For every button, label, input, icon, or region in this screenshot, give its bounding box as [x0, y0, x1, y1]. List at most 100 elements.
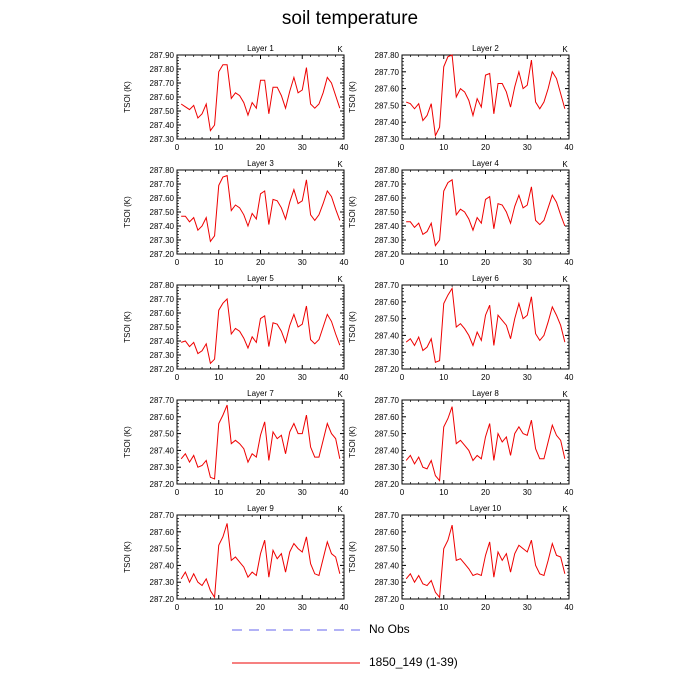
y-tick-label: 287.60: [150, 93, 175, 102]
x-tick-label: 20: [481, 258, 490, 267]
y-tick-label: 287.60: [150, 194, 175, 203]
y-tick-label: 287.20: [150, 250, 175, 259]
x-tick-label: 10: [214, 488, 223, 497]
x-tick-label: 30: [298, 373, 307, 382]
panel-title: Layer 5: [247, 274, 274, 283]
units-label: K: [337, 45, 343, 54]
y-tick-label: 287.30: [375, 348, 400, 357]
panel-title: Layer 1: [247, 44, 274, 53]
x-tick-label: 0: [400, 143, 405, 152]
x-tick-label: 10: [439, 143, 448, 152]
x-tick-label: 10: [439, 603, 448, 612]
y-axis-label: TSOI (K): [123, 196, 132, 228]
y-tick-label: 287.60: [150, 413, 175, 422]
series-line: [405, 286, 566, 363]
y-axis-label: TSOI (K): [348, 81, 357, 113]
x-tick-label: 0: [400, 488, 405, 497]
y-tick-label: 287.50: [375, 208, 400, 217]
series-line: [181, 174, 341, 243]
y-tick-label: 287.70: [150, 511, 175, 520]
legend: [232, 629, 360, 664]
x-tick-label: 30: [298, 603, 307, 612]
y-tick-label: 287.40: [375, 331, 400, 340]
plot-frame: [401, 284, 570, 370]
legend-label-model: 1850_149 (1-39): [369, 655, 458, 669]
x-tick-label: 30: [298, 258, 307, 267]
x-tick-label: 30: [298, 143, 307, 152]
plot-frame: [176, 54, 345, 140]
y-axis-label: TSOI (K): [123, 426, 132, 458]
series-line: [180, 523, 341, 599]
units-label: K: [562, 505, 568, 514]
panel-title: Layer 6: [472, 274, 499, 283]
y-tick-label: 287.20: [375, 250, 400, 259]
y-axis-label: TSOI (K): [123, 541, 132, 573]
x-tick-label: 0: [175, 373, 180, 382]
y-tick-label: 287.60: [150, 309, 175, 318]
series-line: [405, 524, 566, 599]
x-tick-label: 10: [439, 373, 448, 382]
y-tick-label: 287.30: [375, 236, 400, 245]
y-tick-label: 287.50: [150, 107, 175, 116]
y-tick-label: 287.80: [375, 166, 400, 175]
y-tick-label: 287.80: [150, 65, 175, 74]
legend-label-no-obs: No Obs: [369, 622, 410, 636]
plot-frame: [176, 399, 345, 485]
y-tick-label: 287.20: [375, 595, 400, 604]
panel-title: Layer 2: [472, 44, 499, 53]
x-tick-label: 0: [175, 488, 180, 497]
plot-frame: [176, 284, 345, 370]
units-label: K: [337, 390, 343, 399]
y-axis-label: TSOI (K): [123, 311, 132, 343]
x-tick-label: 30: [523, 488, 532, 497]
units-label: K: [562, 390, 568, 399]
y-tick-label: 287.60: [375, 528, 400, 537]
y-tick-label: 287.60: [150, 528, 175, 537]
x-tick-label: 20: [256, 373, 265, 382]
y-tick-label: 287.50: [150, 208, 175, 217]
y-tick-label: 287.40: [150, 121, 175, 130]
series-line: [180, 404, 341, 480]
y-tick-label: 287.20: [150, 365, 175, 374]
y-tick-label: 287.50: [150, 430, 175, 439]
series-line: [180, 64, 341, 132]
series-line: [181, 297, 341, 365]
y-tick-label: 287.30: [375, 135, 400, 144]
series-line: [405, 406, 566, 482]
x-tick-label: 0: [175, 258, 180, 267]
x-tick-label: 20: [481, 143, 490, 152]
series-line: [405, 54, 566, 138]
y-tick-label: 287.40: [150, 446, 175, 455]
units-label: K: [337, 160, 343, 169]
y-tick-label: 287.60: [375, 85, 400, 94]
x-tick-label: 10: [439, 258, 448, 267]
y-tick-label: 287.50: [375, 545, 400, 554]
chart-panel-5: Layer 5 K TSOI (K) 287.20 287.30 287.40 287.50…: [123, 274, 349, 382]
y-tick-label: 287.70: [375, 180, 400, 189]
y-tick-label: 287.70: [375, 281, 400, 290]
x-tick-label: 40: [340, 143, 349, 152]
units-label: K: [337, 275, 343, 284]
y-tick-label: 287.50: [150, 323, 175, 332]
panel-title: Layer 7: [247, 389, 274, 398]
x-tick-label: 40: [340, 488, 349, 497]
x-tick-label: 30: [523, 143, 532, 152]
y-tick-label: 287.60: [375, 194, 400, 203]
x-tick-label: 40: [340, 603, 349, 612]
panel-title: Layer 10: [470, 504, 502, 513]
units-label: K: [562, 160, 568, 169]
x-tick-label: 20: [256, 488, 265, 497]
chart-panel-6: Layer 6 K TSOI (K) 287.20 287.30 287.40 287.50…: [348, 274, 574, 382]
units-label: K: [337, 505, 343, 514]
x-tick-label: 30: [523, 603, 532, 612]
x-tick-label: 20: [256, 258, 265, 267]
series-points: [181, 175, 340, 242]
y-axis-label: TSOI (K): [123, 81, 132, 113]
y-tick-label: 287.40: [375, 446, 400, 455]
x-tick-label: 40: [565, 373, 574, 382]
page-title: soil temperature: [281, 8, 419, 29]
y-tick-label: 287.30: [375, 578, 400, 587]
y-tick-label: 287.30: [150, 463, 175, 472]
chart-panels: Layer 1 K TSOI (K) 287.30 287.40 287.50 287.60…: [123, 44, 574, 612]
y-tick-label: 287.50: [150, 545, 175, 554]
